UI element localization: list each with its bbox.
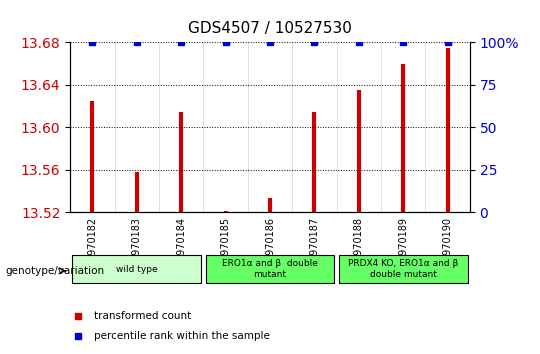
Text: GDS4507 / 10527530: GDS4507 / 10527530 [188,21,352,36]
FancyBboxPatch shape [339,255,468,283]
Text: transformed count: transformed count [94,311,191,321]
Text: PRDX4 KO, ERO1α and β
double mutant: PRDX4 KO, ERO1α and β double mutant [348,259,458,279]
FancyBboxPatch shape [206,255,334,283]
FancyBboxPatch shape [72,255,201,283]
Text: wild type: wild type [116,264,158,274]
Text: ERO1α and β  double
mutant: ERO1α and β double mutant [222,259,318,279]
Text: percentile rank within the sample: percentile rank within the sample [94,331,270,341]
Text: genotype/variation: genotype/variation [5,266,105,276]
